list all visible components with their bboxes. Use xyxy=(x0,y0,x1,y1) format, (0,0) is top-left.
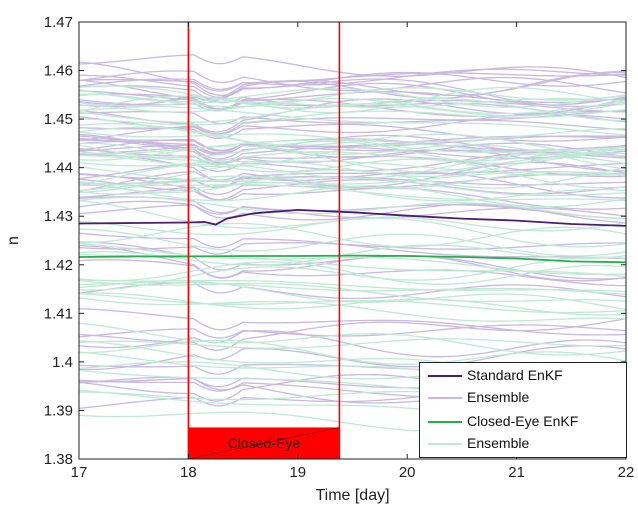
ensemble-member xyxy=(78,72,627,108)
ensemble-member xyxy=(78,200,627,248)
y-tick-label: 1.42 xyxy=(44,257,73,274)
ensemble-member xyxy=(78,181,627,208)
ensemble-member xyxy=(78,145,627,173)
series-line-standard-enkf xyxy=(78,208,627,227)
legend-swatch-standard-enkf xyxy=(428,375,462,377)
legend-item-standard-enkf: Standard EnKF xyxy=(420,365,626,385)
ensemble-member xyxy=(78,292,627,316)
ensemble-member xyxy=(78,279,627,303)
ensemble-member xyxy=(79,222,627,248)
legend-item-ensemble-closed-eye: Ensemble xyxy=(420,433,626,453)
ensemble-member xyxy=(78,171,627,192)
y-tick-label: 1.38 xyxy=(44,451,73,468)
closed-eye-band-diagonal xyxy=(188,427,340,460)
y-tick-label: 1.44 xyxy=(44,160,73,177)
ensemble-member xyxy=(78,253,627,278)
ensemble-member xyxy=(78,98,627,111)
ensemble-member xyxy=(78,85,627,122)
axes: 17 18 19 20 21 22 1.38 1.39 1.4 1.41 1.42 1.43 1.44 1… xyxy=(5,14,634,504)
ensemble-member xyxy=(78,54,627,79)
ensemble-member xyxy=(78,322,627,356)
ensemble-member xyxy=(79,104,627,136)
ensemble-member xyxy=(78,140,627,165)
x-axis-label: Time [day] xyxy=(315,487,389,504)
ensemble-member xyxy=(78,167,627,194)
ensemble-member xyxy=(78,166,627,197)
legend-label-standard-enkf: Standard EnKF xyxy=(467,367,563,383)
ensemble-member xyxy=(78,102,627,123)
ensemble-member xyxy=(78,61,627,108)
legend-label-closed-eye-enkf: Closed-Eye EnKF xyxy=(467,413,579,429)
y-tick-label: 1.45 xyxy=(44,111,73,128)
legend-swatch-ensemble-standard xyxy=(428,397,462,399)
ensemble-member xyxy=(78,143,627,168)
ensemble-member xyxy=(78,72,627,92)
y-tick-label: 1.41 xyxy=(44,305,73,322)
ensemble-member xyxy=(78,135,627,154)
legend-label-ensemble-standard: Ensemble xyxy=(467,389,530,405)
x-tick-label: 19 xyxy=(289,464,306,481)
series-line-closed-eye-enkf xyxy=(78,254,627,264)
x-tick-label: 22 xyxy=(618,464,635,481)
x-tick-label: 21 xyxy=(508,464,525,481)
ensemble-member xyxy=(78,308,627,336)
x-tick-label: 18 xyxy=(180,464,197,481)
ensemble-member xyxy=(78,338,627,349)
x-tick-label: 20 xyxy=(399,464,416,481)
x-tick-label: 17 xyxy=(71,464,88,481)
ensemble-member xyxy=(78,135,627,156)
y-axis-label: n xyxy=(5,236,22,245)
closed-eye-overlay: Closed-Eye xyxy=(187,22,341,460)
closed-eye-band-label: Closed-Eye xyxy=(228,435,301,451)
ensemble-member xyxy=(78,292,627,314)
ensemble-member xyxy=(78,151,626,176)
ensemble-member xyxy=(78,200,627,224)
y-tick-label: 1.47 xyxy=(44,14,73,31)
plot-area-frame xyxy=(78,21,627,460)
ensemble-member xyxy=(78,259,627,287)
legend-swatch-closed-eye-enkf xyxy=(428,421,462,423)
ensemble-member xyxy=(78,261,627,285)
ensemble-member xyxy=(78,146,627,167)
legend-item-ensemble-standard: Ensemble xyxy=(420,387,626,407)
y-tick-label: 1.46 xyxy=(44,63,73,80)
ensemble-member xyxy=(78,232,627,260)
y-tick-label: 1.39 xyxy=(44,402,73,419)
legend-item-closed-eye-enkf: Closed-Eye EnKF xyxy=(420,411,626,431)
ensemble-member xyxy=(78,182,627,202)
ensemble-layer xyxy=(78,54,627,433)
ensemble-member xyxy=(78,297,627,322)
ensemble-member xyxy=(78,228,627,257)
y-tick-label: 1.43 xyxy=(44,208,73,225)
ensemble-member xyxy=(78,142,627,189)
ensemble-member xyxy=(78,256,627,291)
ensemble-member xyxy=(78,126,627,170)
ensemble-member xyxy=(78,324,627,339)
main-series-layer xyxy=(78,208,627,264)
ensemble-member xyxy=(78,241,627,280)
ensemble-member xyxy=(78,281,627,295)
ensemble-member xyxy=(78,345,627,371)
ensemble-member xyxy=(78,98,627,133)
legend-swatch-ensemble-closed-eye xyxy=(428,443,462,445)
ensemble-member xyxy=(78,86,627,114)
legend-label-ensemble-closed-eye: Ensemble xyxy=(467,435,530,451)
ensemble-member xyxy=(78,70,627,94)
ensemble-member xyxy=(78,97,627,115)
y-tick-label: 1.4 xyxy=(52,354,73,371)
legend: Standard EnKF Ensemble Closed-Eye EnKF E… xyxy=(419,362,627,458)
